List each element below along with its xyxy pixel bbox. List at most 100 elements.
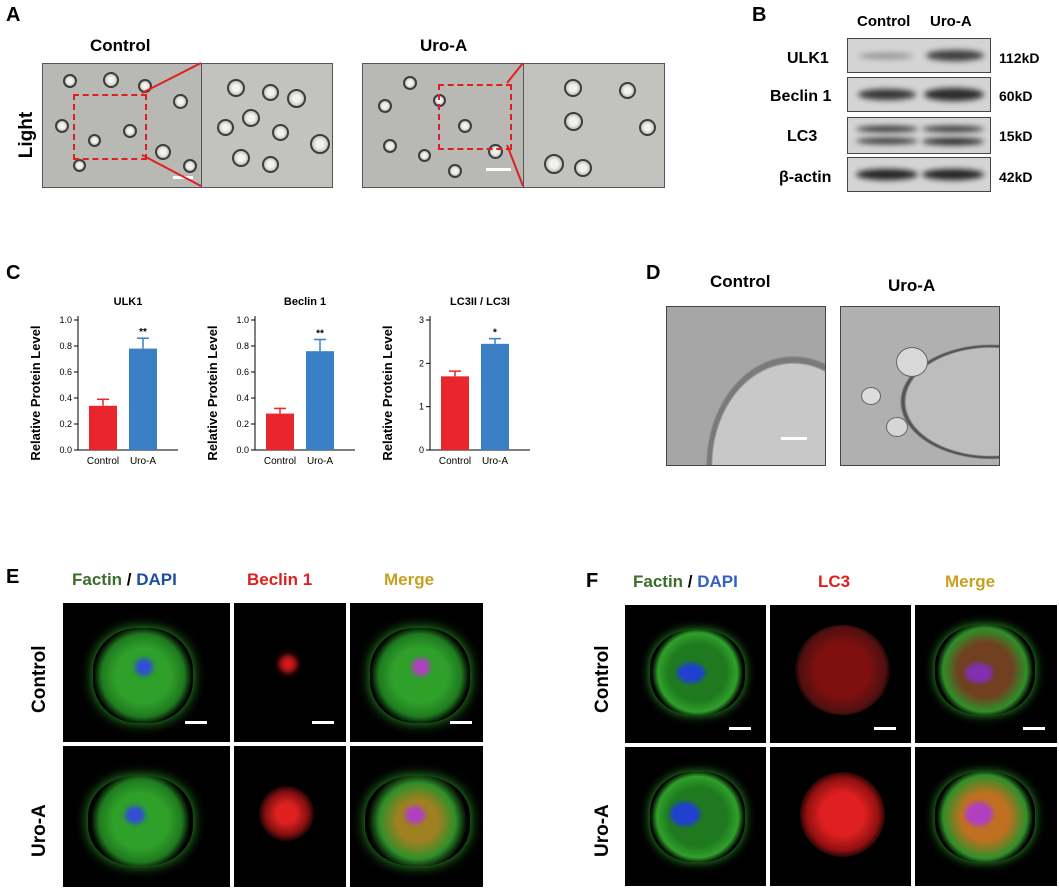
e-control-beclin1 — [234, 603, 346, 742]
blot-kd-beclin1: 60kD — [999, 88, 1033, 104]
y-tick-label: 1 — [419, 402, 424, 412]
blot-col-uroa: Uro-A — [930, 13, 972, 30]
e-uroa-merge — [350, 746, 483, 887]
chart-title: Beclin 1 — [284, 296, 326, 308]
zoom-connector-lines — [141, 62, 524, 187]
panel-f-header-merge: Merge — [945, 572, 996, 591]
bar-0 — [266, 413, 294, 450]
blot-kd-bactin: 42kD — [999, 169, 1033, 185]
blot-kd-ulk1: 112kD — [999, 50, 1040, 66]
panel-e-row-uroa: Uro-A — [29, 804, 50, 857]
panel-f-row-uroa: Uro-A — [592, 804, 613, 857]
y-tick-label: 0.0 — [236, 445, 249, 455]
f-uroa-factin-dapi — [625, 747, 766, 886]
e-uroa-factin-dapi — [63, 746, 230, 887]
x-tick-label: Uro-A — [130, 456, 156, 467]
f-control-merge — [915, 605, 1057, 743]
dapi-text: DAPI — [697, 572, 738, 591]
tem-image-uroa — [840, 306, 1000, 466]
y-tick-label: 0.2 — [59, 419, 72, 429]
x-tick-label: Control — [87, 456, 119, 467]
bar-chart-ulk1: ULK1 Relative Protein Level 0.0 0.2 0.4 0.6 0.… — [28, 290, 198, 475]
factin-text: Factin — [72, 570, 123, 589]
chart-title: ULK1 — [114, 296, 143, 308]
blot-protein-beclin1: Beclin 1 — [770, 88, 832, 105]
y-tick-label: 1.0 — [236, 315, 249, 325]
tem-image-control — [666, 306, 826, 466]
x-tick-label: Control — [439, 456, 471, 467]
significance-marker: ** — [316, 329, 324, 340]
blot-band-bactin — [847, 157, 991, 192]
y-axis-label: Relative Protein Level — [205, 325, 220, 460]
bar-1 — [481, 343, 509, 450]
bar-1 — [129, 348, 157, 450]
panel-c-label: C — [6, 262, 21, 284]
panel-e-header-merge: Merge — [384, 570, 435, 589]
blot-col-control: Control — [857, 13, 911, 30]
panel-d-uroa-header: Uro-A — [888, 276, 936, 295]
blot-kd-lc3: 15kD — [999, 128, 1033, 144]
factin-text: Factin — [633, 572, 684, 591]
x-tick-label: Control — [264, 456, 296, 467]
panel-f-header-marker: LC3 — [818, 572, 851, 591]
panel-f-row-control: Control — [592, 645, 613, 713]
light-zoom-uroa — [523, 63, 665, 188]
chart-svg: Beclin 1 Relative Protein Level 0.0 0.2 0.4 0… — [205, 296, 355, 467]
y-tick-label: 3 — [419, 315, 424, 325]
slash-text: / — [683, 572, 698, 591]
significance-marker: * — [493, 328, 497, 339]
y-tick-label: 1.0 — [59, 315, 72, 325]
e-control-merge — [350, 603, 483, 742]
y-tick-label: 0.2 — [236, 419, 249, 429]
y-tick-label: 0.6 — [236, 367, 249, 377]
panel-f-header-factin-dapi: Factin / DAPI — [633, 572, 738, 592]
y-tick-label: 0 — [419, 445, 424, 455]
panel-e-row-control: Control — [29, 645, 50, 713]
bar-0 — [89, 405, 117, 450]
significance-marker: ** — [139, 327, 147, 338]
y-tick-label: 0.4 — [236, 393, 249, 403]
f-control-lc3 — [770, 605, 911, 743]
light-image-uroa — [362, 63, 524, 188]
panel-d-control-header: Control — [710, 272, 771, 291]
blot-protein-bactin: β-actin — [779, 169, 832, 186]
chart-title: LC3II / LC3I — [450, 296, 510, 308]
bar-chart-lc3-ratio: LC3II / LC3I Relative Protein Level 0 1 2 3 Co… — [380, 290, 550, 475]
y-tick-label: 0.8 — [59, 341, 72, 351]
panel-a-label: A — [6, 4, 21, 26]
panel-e-label: E — [6, 566, 20, 588]
y-tick-label: 0.4 — [59, 393, 72, 403]
chart-svg: LC3II / LC3I Relative Protein Level 0 1 2 3 Co… — [380, 296, 530, 467]
y-tick-label: 0.6 — [59, 367, 72, 377]
x-tick-label: Uro-A — [482, 456, 508, 467]
panel-a-control-header: Control — [90, 36, 151, 55]
bar-0 — [441, 376, 469, 450]
f-control-factin-dapi — [625, 605, 766, 743]
panel-a-uroa-header: Uro-A — [420, 36, 468, 55]
bar-1 — [306, 351, 334, 450]
e-uroa-beclin1 — [234, 746, 346, 887]
y-tick-label: 2 — [419, 358, 424, 368]
y-tick-label: 0.0 — [59, 445, 72, 455]
panel-d-label: D — [646, 262, 661, 284]
blot-band-ulk1 — [847, 38, 991, 73]
chart-svg: ULK1 Relative Protein Level 0.0 0.2 0.4 0.6 0.… — [28, 296, 178, 467]
panel-f-label: F — [586, 570, 599, 592]
blot-band-lc3 — [847, 117, 991, 154]
blot-protein-lc3: LC3 — [787, 128, 818, 145]
f-uroa-merge — [915, 747, 1057, 886]
x-tick-label: Uro-A — [307, 456, 333, 467]
dapi-text: DAPI — [136, 570, 177, 589]
light-zoom-control — [201, 63, 333, 188]
blot-protein-ulk1: ULK1 — [787, 50, 829, 67]
panel-e-header-factin-dapi: Factin / DAPI — [72, 570, 177, 590]
e-control-factin-dapi — [63, 603, 230, 742]
f-uroa-lc3 — [770, 747, 911, 886]
light-image-control — [42, 63, 202, 188]
panel-e-header-marker: Beclin 1 — [247, 570, 313, 589]
slash-text: / — [122, 570, 137, 589]
panel-b-label: B — [752, 4, 767, 26]
bar-chart-beclin1: Beclin 1 Relative Protein Level 0.0 0.2 0.4 0… — [205, 290, 375, 475]
y-tick-label: 0.8 — [236, 341, 249, 351]
y-axis-label: Relative Protein Level — [380, 325, 395, 460]
